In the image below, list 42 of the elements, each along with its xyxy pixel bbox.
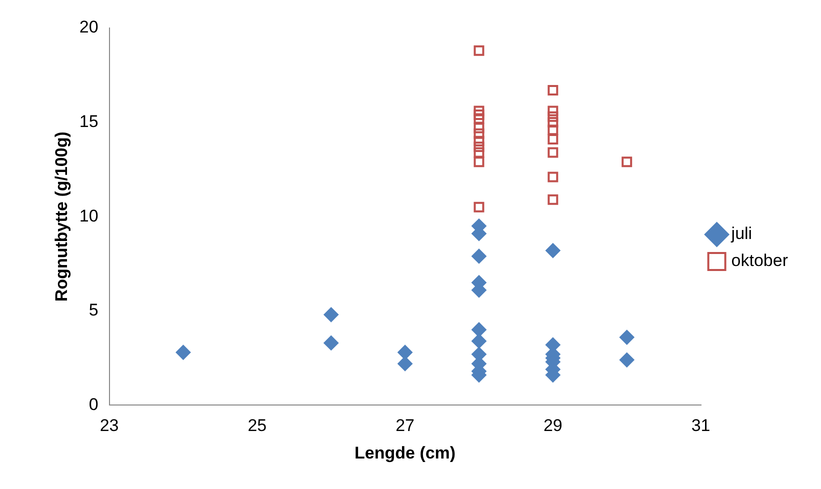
point: [474, 142, 484, 152]
point: [474, 106, 484, 116]
x-tick-label: 31: [691, 416, 710, 436]
x-tick-label: 23: [100, 416, 119, 436]
point: [622, 156, 632, 168]
y-tick-label: 10: [79, 206, 98, 226]
point: [548, 106, 558, 116]
point: [548, 147, 558, 158]
point: [398, 344, 413, 360]
point: [471, 248, 486, 264]
y-tick-label: 5: [88, 300, 98, 320]
point: [324, 335, 339, 350]
point: [474, 45, 484, 56]
x-tick-label: 25: [248, 416, 267, 436]
y-tick-label: 0: [88, 394, 98, 414]
point: [474, 156, 484, 168]
legend-label: juli: [730, 224, 752, 244]
legend-label: oktober: [731, 251, 788, 270]
point: [471, 334, 486, 349]
point: [474, 128, 484, 139]
point: [324, 307, 339, 322]
x-axis-title: Lengde (cm): [354, 443, 456, 462]
point: [548, 172, 558, 182]
point: [176, 344, 191, 360]
point: [548, 111, 558, 122]
point: [548, 194, 558, 205]
point: [474, 147, 484, 158]
point: [545, 243, 560, 258]
point: [474, 202, 484, 212]
y-tick-label: 15: [79, 112, 98, 131]
point: [548, 84, 558, 96]
point: [398, 356, 413, 372]
point: [619, 330, 634, 345]
point: [548, 124, 558, 136]
point: [548, 134, 558, 145]
point: [474, 136, 484, 146]
y-tick-label: 20: [79, 18, 98, 37]
y-axis-title: Rognutbytte (g/100g): [52, 132, 71, 302]
x-tick-label: 29: [543, 416, 562, 436]
point: [619, 352, 634, 368]
x-tick-label: 27: [396, 416, 415, 436]
point: [474, 122, 484, 134]
